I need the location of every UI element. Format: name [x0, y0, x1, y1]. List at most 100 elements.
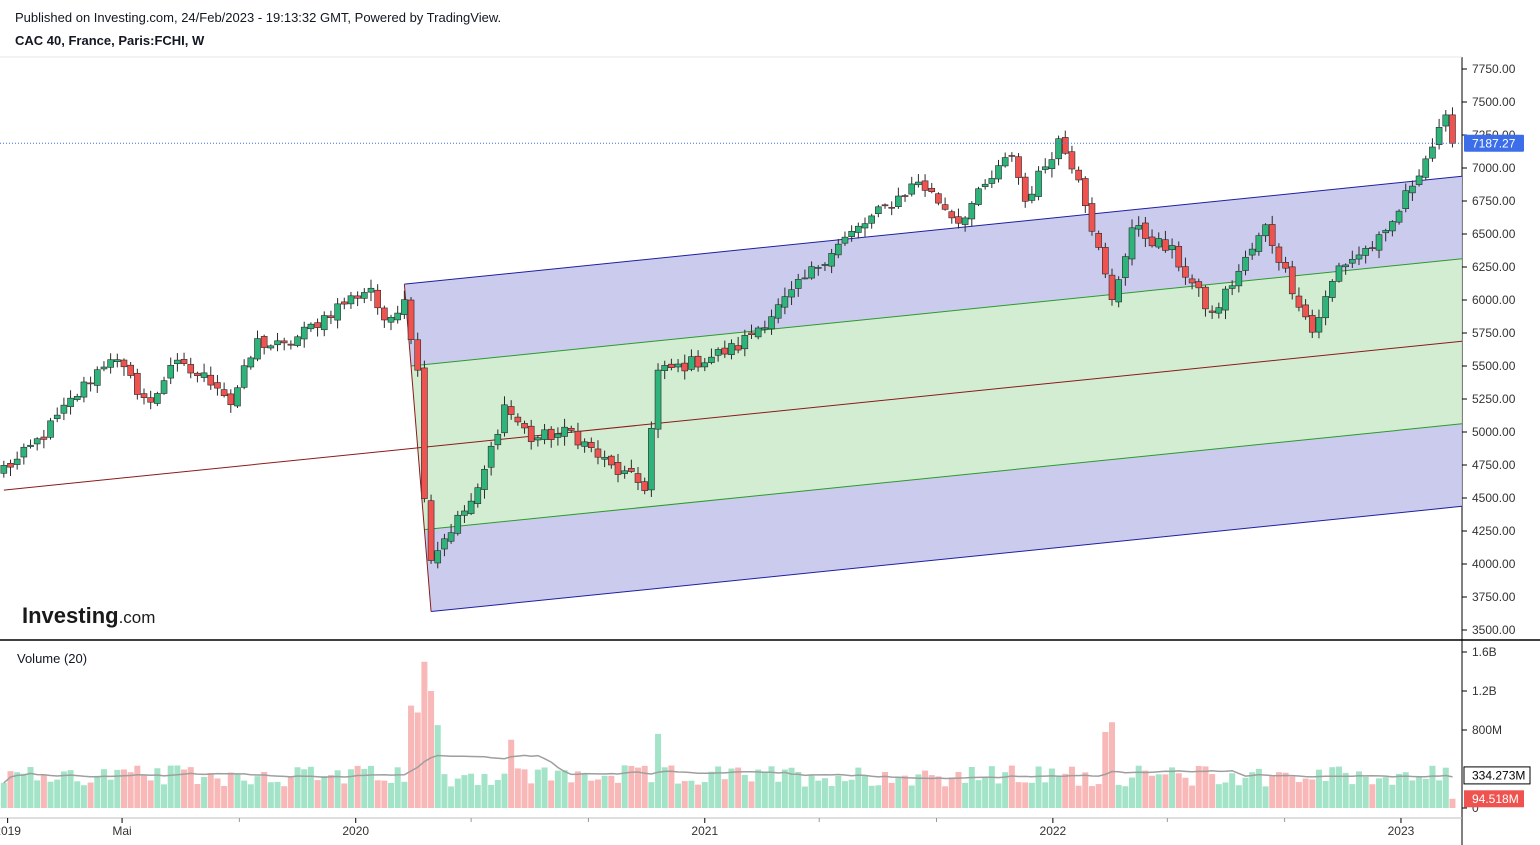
candle-body — [1355, 254, 1363, 260]
candle-body — [1182, 266, 1189, 278]
candle-body — [1275, 246, 1283, 263]
price-axis-tick-label: 6000.00 — [1472, 293, 1516, 307]
volume-bar — [775, 781, 782, 808]
candle-body — [774, 304, 782, 319]
candle-body — [941, 204, 949, 210]
candle-body — [895, 195, 902, 207]
candle-body — [1008, 155, 1016, 157]
candle-body — [93, 369, 101, 386]
volume-bar — [1302, 778, 1309, 808]
volume-bar — [875, 785, 882, 808]
candle-body — [274, 340, 281, 346]
volume-bar — [1215, 784, 1222, 808]
volume-bar — [922, 770, 929, 808]
volume-bar — [241, 780, 248, 808]
volume-bar — [788, 767, 795, 808]
volume-pane-label: Volume (20) — [17, 651, 87, 666]
candle-body — [260, 336, 268, 348]
volume-bar — [247, 784, 254, 808]
volume-bar — [1436, 780, 1443, 808]
volume-bar — [408, 705, 415, 808]
candle-body — [1442, 114, 1450, 127]
volume-bar — [1235, 785, 1242, 808]
candle-body — [514, 416, 522, 423]
volume-bar — [7, 771, 14, 808]
volume-bar — [768, 766, 775, 808]
volume-bar — [1189, 785, 1196, 808]
volume-bar — [821, 778, 828, 808]
volume-bar — [60, 771, 67, 808]
candle-body — [761, 327, 769, 330]
candle-body — [427, 500, 435, 561]
candle-body — [921, 180, 929, 191]
volume-bar — [635, 767, 642, 808]
volume-bar — [388, 782, 395, 808]
candle-body — [1402, 190, 1410, 209]
candle-body — [367, 287, 375, 293]
volume-bar — [1035, 766, 1042, 808]
volume-bar — [0, 782, 7, 808]
candle-body — [1282, 262, 1289, 269]
volume-bar — [568, 782, 575, 808]
investing-logo: Investing.com — [22, 603, 155, 628]
volume-bar — [1182, 777, 1189, 808]
candle-body — [80, 381, 88, 398]
candle-body — [701, 362, 709, 368]
volume-bar — [534, 769, 541, 808]
volume-bar — [187, 767, 194, 808]
candle-body — [1222, 288, 1229, 311]
candle-body — [120, 359, 128, 368]
volume-bar — [741, 774, 748, 808]
candle-body — [1449, 114, 1456, 144]
volume-bar — [835, 775, 842, 808]
volume-axis-tick-label: 0 — [1472, 801, 1479, 815]
volume-bar — [1155, 774, 1162, 808]
candle-body — [534, 437, 542, 441]
volume-bar — [434, 725, 441, 808]
candle-body — [628, 468, 635, 472]
volume-bar — [988, 766, 995, 808]
candle-body — [674, 363, 682, 368]
volume-bar — [1222, 782, 1229, 808]
candle-body — [73, 395, 81, 400]
candle-body — [855, 225, 862, 233]
volume-bar — [688, 780, 695, 808]
volume-bar — [621, 765, 628, 808]
candle-body — [474, 487, 482, 504]
candle-body — [247, 357, 255, 368]
volume-bar — [962, 782, 969, 808]
volume-bar — [1402, 772, 1409, 808]
candle-body — [13, 458, 21, 465]
volume-last-label: 94.518M — [1472, 792, 1519, 806]
price-axis-tick-label: 4000.00 — [1472, 557, 1516, 571]
volume-bar — [614, 782, 621, 808]
candle-body — [1142, 222, 1149, 239]
volume-bar — [381, 780, 388, 808]
volume-bar — [281, 786, 288, 808]
candle-body — [434, 550, 442, 564]
volume-bar — [154, 768, 161, 808]
volume-bar — [1389, 784, 1396, 808]
candle-body — [407, 299, 415, 340]
candle-body — [447, 532, 455, 542]
candle-body — [1308, 315, 1316, 333]
volume-bar — [1349, 784, 1356, 808]
volume-bar — [968, 766, 975, 808]
volume-bar — [14, 772, 21, 808]
candle-body — [394, 312, 401, 321]
candle-body — [314, 322, 321, 328]
candle-body — [1168, 245, 1176, 251]
volume-bar — [1062, 773, 1069, 808]
candle-body — [127, 364, 134, 376]
candle-body — [27, 444, 34, 447]
candle-body — [1108, 274, 1116, 300]
candle-body — [935, 193, 942, 204]
candle-body — [888, 206, 895, 209]
candle-body — [1202, 286, 1209, 310]
volume-bar — [868, 785, 875, 808]
volume-bar — [47, 781, 54, 808]
price-axis-tick-label: 3500.00 — [1472, 623, 1516, 637]
volume-bar — [167, 765, 174, 808]
candle-body — [1088, 203, 1096, 232]
